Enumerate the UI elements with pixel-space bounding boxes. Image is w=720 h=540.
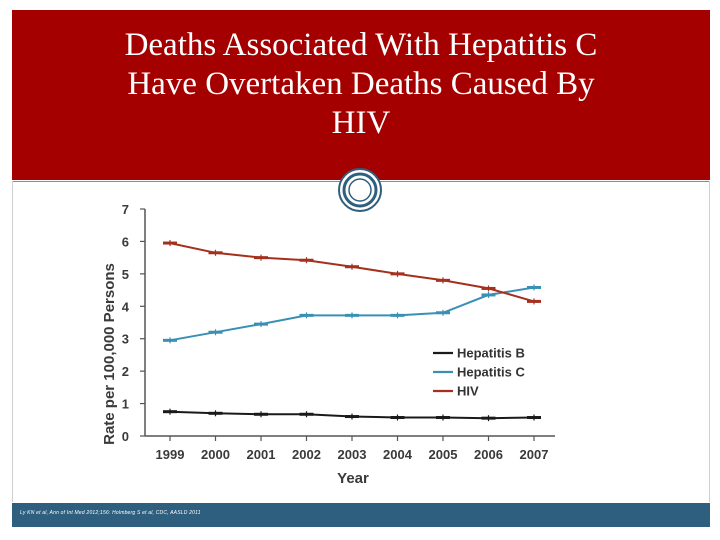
legend-label: Hepatitis B xyxy=(457,346,525,361)
legend-label: HIV xyxy=(457,384,479,399)
chart-legend: Hepatitis B Hepatitis C HIV xyxy=(427,342,557,404)
legend-label: Hepatitis C xyxy=(457,365,526,380)
line-chart: 0 1 2 3 4 5 6 7 1999 2000 2001 2002 2003 2004 2005 200… xyxy=(101,202,557,487)
y-tick-label: 3 xyxy=(122,332,129,347)
x-tick-label: 2004 xyxy=(383,447,413,462)
series-hepatitis-b xyxy=(163,408,541,422)
y-tick-label: 4 xyxy=(122,299,130,314)
x-tick-label: 2005 xyxy=(429,447,458,462)
title-banner xyxy=(12,10,710,180)
y-tick-label: 2 xyxy=(122,364,129,379)
slide-title: Deaths Associated With Hepatitis C Have … xyxy=(12,26,710,143)
x-tick-label: 2002 xyxy=(292,447,321,462)
footer-citation: Ly KN et al, Ann of Int Med 2012;156: Ho… xyxy=(20,510,201,516)
x-tick-label: 2001 xyxy=(247,447,276,462)
y-tick-label: 6 xyxy=(122,234,129,249)
chart-axes xyxy=(144,209,555,437)
x-axis-label: Year xyxy=(337,470,369,487)
x-tick-label: 2007 xyxy=(520,447,549,462)
y-axis-label: Rate per 100,000 Persons xyxy=(101,263,118,445)
slide-title-line-2: Have Overtaken Deaths Caused By xyxy=(127,66,595,102)
y-tick-label: 1 xyxy=(122,397,129,412)
y-tick-label: 0 xyxy=(122,429,129,444)
x-axis-ticks: 1999 2000 2001 2002 2003 2004 2005 2006 2007 xyxy=(156,436,549,462)
frame-right-edge xyxy=(709,181,710,502)
y-tick-label: 7 xyxy=(122,202,129,217)
series-hepatitis-c xyxy=(163,284,541,344)
series-hiv xyxy=(163,240,541,305)
x-tick-label: 2006 xyxy=(474,447,503,462)
chart-series xyxy=(163,240,541,422)
slide-title-line-3: HIV xyxy=(331,105,391,141)
footer-bar xyxy=(12,503,710,527)
x-tick-label: 2000 xyxy=(201,447,230,462)
series-line-hiv xyxy=(169,242,535,303)
x-tick-label: 2003 xyxy=(338,447,367,462)
frame-left-edge xyxy=(12,181,13,502)
slide-title-line-1: Deaths Associated With Hepatitis C xyxy=(124,27,598,63)
y-axis-ticks: 0 1 2 3 4 5 6 7 xyxy=(122,202,145,444)
circle-emblem-icon xyxy=(338,168,382,212)
y-tick-label: 5 xyxy=(122,267,129,282)
x-tick-label: 1999 xyxy=(156,447,185,462)
